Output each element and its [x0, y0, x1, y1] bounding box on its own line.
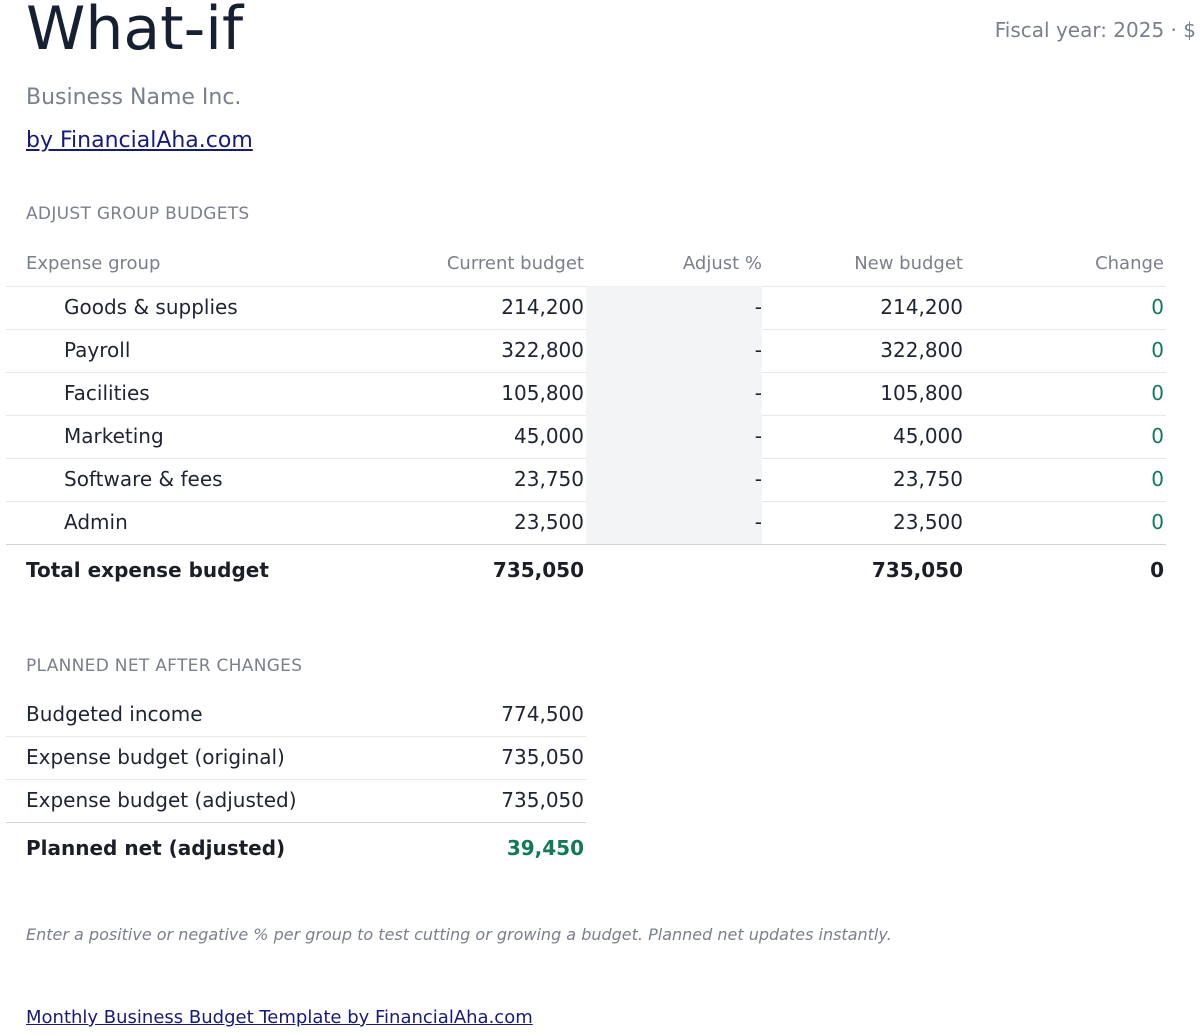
net-row-label: Budgeted income [26, 702, 203, 726]
total-new-budget: 735,050 [871, 558, 963, 582]
column-header-group: Expense group [26, 253, 161, 274]
net-row: Expense budget (adjusted) 735,050 [6, 779, 586, 823]
row-change: 0 [1151, 510, 1164, 534]
table-row: Goods & supplies 214,200 - 214,200 0 [6, 286, 1166, 330]
net-row-value: 735,050 [501, 788, 584, 812]
table-row: Marketing 45,000 - 45,000 0 [6, 415, 1166, 459]
row-current-budget: 45,000 [514, 424, 584, 448]
column-header-new: New budget [854, 253, 963, 274]
adjust-percent-input[interactable]: - [754, 467, 762, 491]
table-row: Admin 23,500 - 23,500 0 [6, 501, 1166, 545]
adjust-percent-input[interactable]: - [754, 338, 762, 362]
table-row: Facilities 105,800 - 105,800 0 [6, 372, 1166, 416]
net-row-value: 735,050 [501, 745, 584, 769]
column-header-adjust: Adjust % [682, 253, 762, 274]
total-label: Total expense budget [26, 558, 269, 582]
row-group-label: Payroll [64, 338, 131, 362]
row-current-budget: 105,800 [501, 381, 584, 405]
row-change: 0 [1151, 424, 1164, 448]
row-group-label: Goods & supplies [64, 295, 238, 319]
net-row: Expense budget (original) 735,050 [6, 736, 586, 780]
row-change: 0 [1151, 467, 1164, 491]
adjust-percent-input[interactable]: - [754, 424, 762, 448]
page-title: What-if [26, 0, 244, 64]
table-header-row: Expense group Current budget Adjust % Ne… [6, 243, 1166, 287]
row-group-label: Marketing [64, 424, 164, 448]
row-new-budget: 45,000 [893, 424, 963, 448]
net-row-value: 774,500 [501, 702, 584, 726]
table-row: Software & fees 23,750 - 23,750 0 [6, 458, 1166, 502]
row-new-budget: 214,200 [880, 295, 963, 319]
footer-link[interactable]: Monthly Business Budget Template by Fina… [26, 1007, 533, 1028]
total-current-budget: 735,050 [492, 558, 584, 582]
row-new-budget: 105,800 [880, 381, 963, 405]
net-row: Budgeted income 774,500 [6, 693, 586, 737]
row-current-budget: 214,200 [501, 295, 584, 319]
row-group-label: Facilities [64, 381, 150, 405]
row-new-budget: 23,500 [893, 510, 963, 534]
table-row: Payroll 322,800 - 322,800 0 [6, 329, 1166, 373]
row-current-budget: 23,750 [514, 467, 584, 491]
adjust-section-heading: ADJUST GROUP BUDGETS [26, 204, 250, 224]
row-change: 0 [1151, 381, 1164, 405]
row-group-label: Software & fees [64, 467, 223, 491]
row-current-budget: 322,800 [501, 338, 584, 362]
column-header-current: Current budget [446, 253, 584, 274]
row-group-label: Admin [64, 510, 128, 534]
net-row-label: Expense budget (original) [26, 745, 285, 769]
author-link[interactable]: by FinancialAha.com [26, 128, 253, 153]
row-change: 0 [1151, 295, 1164, 319]
net-total-label: Planned net (adjusted) [26, 836, 286, 860]
adjust-percent-input[interactable]: - [754, 295, 762, 319]
adjust-percent-input[interactable]: - [754, 381, 762, 405]
total-change: 0 [1150, 558, 1164, 582]
business-name: Business Name Inc. [26, 85, 242, 110]
net-total-row: Planned net (adjusted) 39,450 [6, 823, 586, 871]
adjust-percent-input[interactable]: - [754, 510, 762, 534]
net-row-label: Expense budget (adjusted) [26, 788, 297, 812]
total-row: Total expense budget 735,050 735,050 0 [6, 546, 1166, 594]
instruction-note: Enter a positive or negative % per group… [26, 925, 892, 944]
net-section-heading: PLANNED NET AFTER CHANGES [26, 656, 303, 676]
net-total-value: 39,450 [506, 836, 584, 860]
column-header-change: Change [1095, 253, 1164, 274]
row-new-budget: 23,750 [893, 467, 963, 491]
fiscal-year-label: Fiscal year: 2025 · $ [994, 18, 1196, 42]
row-change: 0 [1151, 338, 1164, 362]
row-new-budget: 322,800 [880, 338, 963, 362]
row-current-budget: 23,500 [514, 510, 584, 534]
